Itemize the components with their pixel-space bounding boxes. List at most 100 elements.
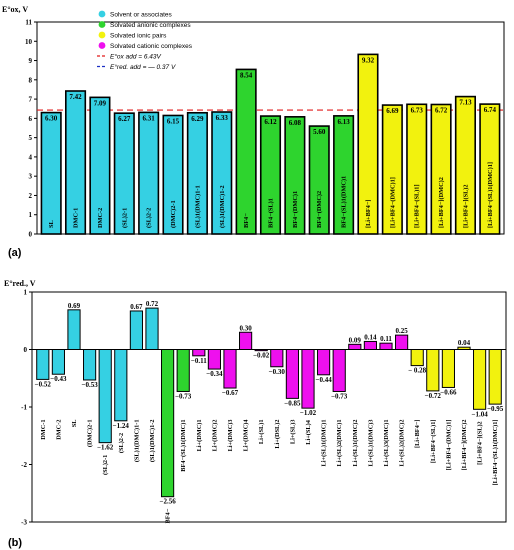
chart-b-bar: [254, 349, 268, 352]
chart-b-category-label: SL: [71, 420, 78, 428]
chart-b-value-label: 0.04: [458, 339, 471, 347]
chart-a-bar: [235, 68, 257, 235]
chart-b-category-label: Li+(DSL)2: [274, 420, 281, 449]
chart-b-value-label: −0.72: [425, 392, 442, 400]
chart-a-value-label: 6.31: [143, 114, 156, 122]
chart-a-value-label: 6.30: [45, 115, 58, 123]
chart-a-bar: [211, 111, 233, 235]
chart-b-bar: [207, 349, 221, 370]
chart-b-category-label: Li+(SL)1(DMC)3: [367, 420, 374, 467]
chart-a-value-label: 7.13: [459, 99, 472, 107]
chart-a-value-label: 7.42: [69, 93, 82, 101]
chart-a-category-label: (SL)2-2: [146, 208, 153, 228]
chart-b-value-label: 0.69: [68, 302, 81, 310]
chart-b-bar: [317, 349, 331, 376]
chart-a-value-label: 6.69: [386, 107, 399, 115]
chart-b-bar: [426, 349, 440, 392]
chart-b-bar: [395, 334, 409, 350]
legend-swatch-solvent: [98, 10, 106, 18]
chart-a-legend: Solvent or associates Solvated anionic co…: [97, 10, 193, 71]
chart-b-category-label: Li+(SL)4: [305, 419, 312, 444]
chart-a-category-label: BF4−: [243, 213, 250, 228]
chart-b-category-label: Li+(DMC)1: [196, 420, 203, 452]
chart-b-bar: [270, 349, 284, 368]
chart-a-category-label: (SL)1(DMC)1-1: [194, 185, 201, 228]
chart-a-bar: [430, 103, 452, 235]
chart-b-category-label: (SL)1(DMC)1-1: [133, 420, 140, 463]
chart-a-bar: [186, 111, 208, 235]
chart-b-value-label: −0.66: [440, 388, 457, 396]
legend-line-label-ox_line: E°ox add = 6.43V: [110, 53, 162, 61]
legend-swatch-anionic: [98, 21, 106, 28]
chart-b-bar: [473, 349, 487, 410]
chart-b-bar: [51, 349, 65, 375]
chart-b-value-label: −0.67: [222, 389, 239, 397]
chart-a-category-label: BF4−(SL)1(DMC)1: [341, 176, 348, 228]
chart-b-yticks: -3 -2 -1 0 1: [21, 289, 32, 527]
chart-b-category-label: (SL)2-1: [102, 455, 109, 475]
chart-b-category-label: Li+(SL)1(DMC)1: [321, 420, 328, 467]
chart-b-value-label: 0.25: [395, 327, 408, 335]
chart-b-category-label: Li+(SL)2(DMC)1: [336, 420, 343, 467]
chart-a-value-label: 7.09: [94, 99, 107, 107]
chart-a-ytick-label: 11: [25, 19, 32, 27]
chart-b-value-label: −0.34: [206, 370, 223, 378]
chart-b-value-label: −0.44: [315, 376, 332, 384]
chart-b-value-label: −2.56: [159, 498, 176, 506]
chart-b-category-label: [Li+BF4−](DMC)2: [461, 420, 468, 471]
chart-a-bar: [479, 103, 501, 235]
chart-b-value-label: −1.02: [300, 409, 317, 417]
chart-b-value-label: 0.67: [130, 303, 143, 311]
chart-b-value-label: −0.73: [175, 392, 192, 400]
chart-b-value-label: 0.72: [146, 300, 159, 308]
chart-a-value-label: 6.12: [264, 118, 277, 126]
chart-a-ytick-label: 9: [29, 57, 33, 65]
chart-b-bar: [176, 349, 190, 392]
legend-label-cationic: Solvated cationic complexes: [110, 43, 193, 50]
chart-b-category-label: DMC-2: [55, 420, 62, 440]
chart-a: E°ox, V 0 1 2 3 4 5 6 7 8 9 10 11 6.30 SL 7.42 DMC-1 7.…: [2, 5, 505, 259]
chart-b-category-label: [Li+BF4−]: [414, 420, 421, 449]
legend-swatch-ionic_pair: [98, 31, 106, 39]
legend-label-solvent: Solvent or associates: [110, 12, 173, 19]
chart-a-ytick-label: 4: [29, 153, 33, 161]
chart-a-category-label: BF4−(DMC)1: [292, 191, 299, 228]
chart-b-ylabel: E°red., V: [4, 279, 36, 288]
chart-a-value-label: 6.15: [167, 117, 180, 125]
chart-a-category-label: [Li+BF4−](DMC)2: [438, 177, 445, 228]
chart-b-bar: [348, 343, 362, 351]
chart-b-value-label: − 0.28: [408, 367, 426, 375]
chart-a-ytick-label: 2: [29, 192, 33, 200]
chart-b-category-label: DMC-1: [40, 420, 47, 440]
chart-b-bar: [363, 340, 377, 351]
chart-a-ylabel: E°ox, V: [2, 5, 28, 14]
chart-b-ytick-label: 1: [24, 289, 28, 297]
chart-b-value-label: −1.62: [97, 444, 114, 452]
chart-a-category-label: SL: [48, 220, 55, 228]
chart-b-value-label: 0.09: [349, 336, 362, 344]
chart-b-category-label: [Li+BF4−(DMC)1]: [445, 420, 452, 471]
chart-b-value-label: −0.85: [284, 399, 301, 407]
chart-b-bar: [457, 346, 471, 351]
chart-a-ytick-label: 8: [29, 76, 33, 84]
chart-a-category-label: DMC-1: [73, 208, 80, 228]
chart-b-category-label: Li+(DMC)3: [227, 420, 234, 452]
chart-b-value-label: −0.95: [487, 405, 504, 413]
chart-b-category-label: Li+(SL)2(DMC)2: [399, 420, 406, 467]
chart-a-category-label: (SL)2-1: [121, 208, 128, 228]
chart-b: E°red., V -3 -2 -1 0 1 −0.52 DMC-1 −0.43 DMC-2 0…: [4, 279, 507, 549]
chart-b-bar: [488, 349, 502, 405]
chart-a-bar: [308, 125, 330, 235]
chart-a-bar: [333, 115, 355, 235]
chart-a-value-label: 9.32: [362, 56, 375, 64]
chart-b-value-label: −0.73: [331, 392, 348, 400]
chart-b-category-label: Li+(SL)3: [289, 420, 296, 445]
chart-a-category-label: [Li+BF4−](SL)2: [462, 184, 469, 228]
chart-b-category-label: Li+(DMC)2: [211, 420, 218, 452]
chart-a-value-label: 5.60: [313, 128, 326, 136]
chart-a-value-label: 6.13: [337, 118, 350, 126]
chart-b-panel-label: (b): [8, 537, 22, 549]
legend-swatch-cationic: [98, 42, 106, 49]
chart-b-value-label: 0.11: [380, 335, 392, 343]
chart-a-ytick-label: 5: [29, 134, 33, 142]
